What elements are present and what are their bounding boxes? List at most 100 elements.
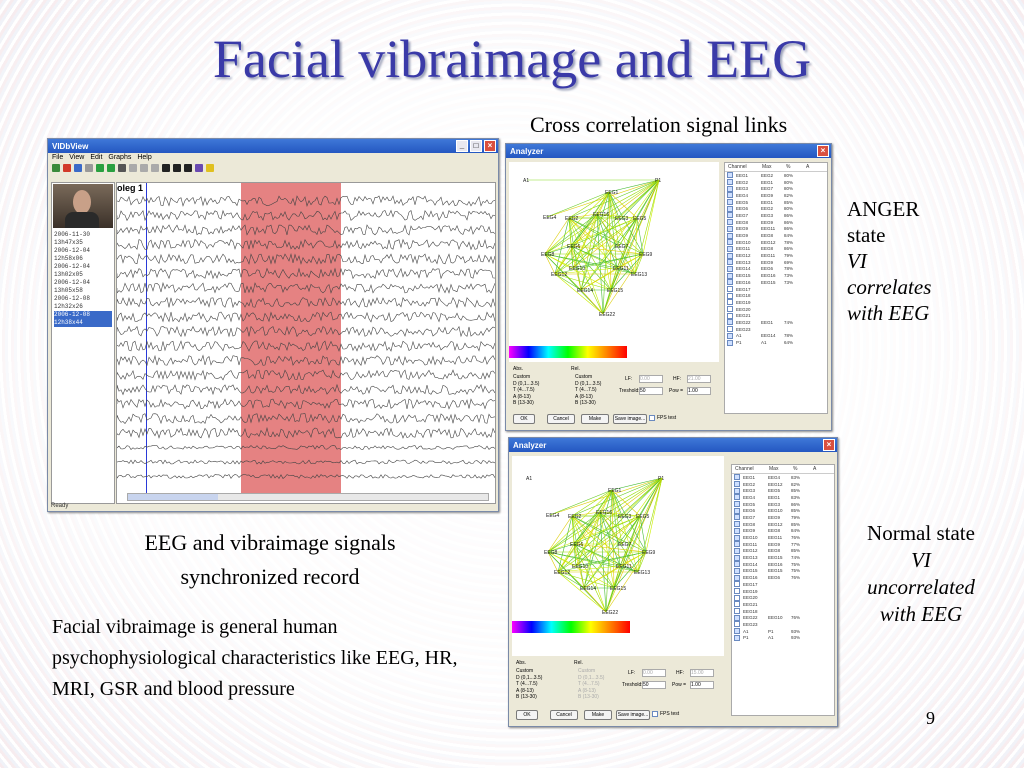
channel-checkbox[interactable] [734, 614, 740, 621]
table-row[interactable]: EEG17 [725, 286, 827, 293]
menu-graphs[interactable]: Graphs [108, 154, 132, 161]
table-row[interactable]: EEG2 EEG12 82% [732, 481, 834, 488]
cancel-button[interactable]: Cancel [547, 414, 575, 424]
radio-option[interactable]: T (4...7.5) [516, 681, 538, 687]
radio-option[interactable]: T (4...7.5) [575, 387, 597, 393]
stop-icon[interactable] [184, 164, 192, 172]
table-row[interactable]: EEG23 [725, 326, 827, 333]
table-row[interactable]: EEG6 EEG2 80% [725, 205, 827, 212]
fps-checkbox[interactable]: FPS test [652, 711, 679, 717]
channel-checkbox[interactable] [734, 594, 740, 601]
radio-option[interactable]: Custom [578, 668, 596, 674]
radio-option[interactable]: A (8-13) [578, 687, 596, 694]
analyzer-titlebar[interactable]: Analyzer × [506, 144, 831, 158]
make-button[interactable]: Make [581, 414, 609, 424]
radio-option[interactable]: D (0,1...3.5) [513, 380, 540, 387]
table-row[interactable]: EEG10 EEG11 76% [732, 534, 834, 541]
channel-checkbox[interactable] [734, 534, 740, 541]
channel-checkbox[interactable] [734, 574, 740, 581]
vibview-titlebar[interactable]: VIDbView _ □ × [48, 139, 498, 153]
channel-checkbox[interactable] [734, 581, 740, 588]
radio-option[interactable]: B (13-30) [516, 694, 537, 700]
pen3-icon[interactable] [151, 164, 159, 172]
radio-option[interactable]: Custom [513, 374, 531, 380]
save-image-button[interactable]: Save image... [613, 414, 647, 424]
channel-checkbox[interactable] [727, 179, 733, 186]
table-row[interactable]: EEG19 [725, 299, 827, 306]
lf-input[interactable]: 0.00 [639, 375, 663, 383]
table-row[interactable]: EEG3 EEG7 80% [725, 185, 827, 192]
channel-checkbox[interactable] [734, 628, 740, 635]
table-row[interactable]: P1 A1 93% [732, 634, 834, 642]
hf-input[interactable]: 21.00 [687, 375, 711, 383]
channel-checkbox[interactable] [734, 554, 740, 561]
threshold-input[interactable]: 50 [642, 681, 666, 689]
channel-checkbox[interactable] [727, 259, 733, 266]
delete-icon[interactable] [63, 164, 71, 172]
rel-radio-group[interactable]: Custom D (0,1...3.5) T (4...7.5) A (8-13… [578, 668, 604, 701]
radio-option[interactable]: B (13-30) [578, 694, 599, 700]
diamond-icon[interactable] [107, 164, 115, 172]
table-row[interactable]: EEG11 EEG9 77% [732, 541, 834, 548]
channel-checkbox[interactable] [734, 588, 740, 595]
channel-checkbox[interactable] [734, 521, 740, 528]
table-row[interactable]: EEG6 EEG10 85% [732, 507, 834, 514]
pow-input[interactable]: 1.00 [690, 681, 714, 689]
lf-input[interactable]: 0.00 [642, 669, 666, 677]
pow-input[interactable]: 1.00 [687, 387, 711, 395]
channel-checkbox[interactable] [727, 332, 733, 339]
pen2-icon[interactable] [140, 164, 148, 172]
menu-file[interactable]: File [52, 154, 64, 161]
table-row[interactable]: EEG13 EEG9 69% [725, 259, 827, 266]
channel-checkbox[interactable] [727, 185, 733, 192]
film-icon[interactable] [195, 164, 203, 172]
radio-option[interactable]: T (4...7.5) [513, 387, 535, 393]
table-row[interactable]: EEG21 [732, 601, 834, 608]
table-row[interactable]: EEG10 EEG12 78% [725, 239, 827, 246]
radio-option[interactable]: A (8-13) [513, 393, 531, 400]
channel-checkbox[interactable] [727, 292, 733, 299]
table-row[interactable]: EEG3 EEG5 85% [732, 487, 834, 494]
table-row[interactable]: EEG14 EEG6 78% [725, 265, 827, 273]
table-row[interactable]: A1 EEG14 78% [725, 332, 827, 340]
table-row[interactable]: EEG17 [732, 581, 834, 588]
channel-checkbox[interactable] [727, 286, 733, 293]
channel-checkbox[interactable] [734, 541, 740, 548]
maximize-button[interactable]: □ [470, 140, 482, 152]
table-row[interactable]: EEG2 EEG1 80% [725, 179, 827, 186]
channel-checkbox[interactable] [727, 225, 733, 232]
channel-checkbox[interactable] [734, 527, 740, 534]
table-row[interactable]: EEG8 EEG12 85% [732, 521, 834, 528]
close-button[interactable]: × [484, 140, 496, 152]
table-row[interactable]: EEG9 EEG8 84% [725, 232, 827, 239]
table-row[interactable]: P1 A1 64% [725, 339, 827, 346]
channel-checkbox[interactable] [727, 319, 733, 326]
channel-checkbox[interactable] [727, 306, 733, 313]
channel-checkbox[interactable] [734, 494, 740, 501]
radio-option[interactable]: D (0,1...3.5) [578, 674, 605, 681]
table-row[interactable]: EEG8 EEG9 86% [725, 219, 827, 226]
channel-checkbox[interactable] [727, 312, 733, 319]
channel-checkbox[interactable] [734, 634, 740, 641]
channel-checkbox[interactable] [734, 487, 740, 494]
channel-checkbox[interactable] [727, 192, 733, 199]
ok-button[interactable]: OK [516, 710, 538, 720]
menu-help[interactable]: Help [137, 154, 152, 161]
make-button[interactable]: Make [584, 710, 612, 720]
channel-checkbox[interactable] [727, 265, 733, 272]
table-row[interactable]: EEG21 [725, 312, 827, 319]
menu-view[interactable]: View [69, 154, 85, 161]
radio-option[interactable]: A (8-13) [516, 687, 534, 694]
channel-checkbox[interactable] [734, 481, 740, 488]
channel-checkbox[interactable] [727, 299, 733, 306]
table-row[interactable]: EEG7 EEG9 79% [732, 514, 834, 521]
channel-checkbox[interactable] [734, 567, 740, 574]
table-row[interactable]: EEG4 EEG9 82% [725, 192, 827, 199]
table-row[interactable]: EEG23 [732, 621, 834, 628]
channel-checkbox[interactable] [727, 232, 733, 239]
ok-button[interactable]: OK [513, 414, 535, 424]
channel-checkbox[interactable] [727, 205, 733, 212]
analyzer-titlebar[interactable]: Analyzer × [509, 438, 837, 452]
play-icon[interactable] [162, 164, 170, 172]
pen-icon[interactable] [129, 164, 137, 172]
